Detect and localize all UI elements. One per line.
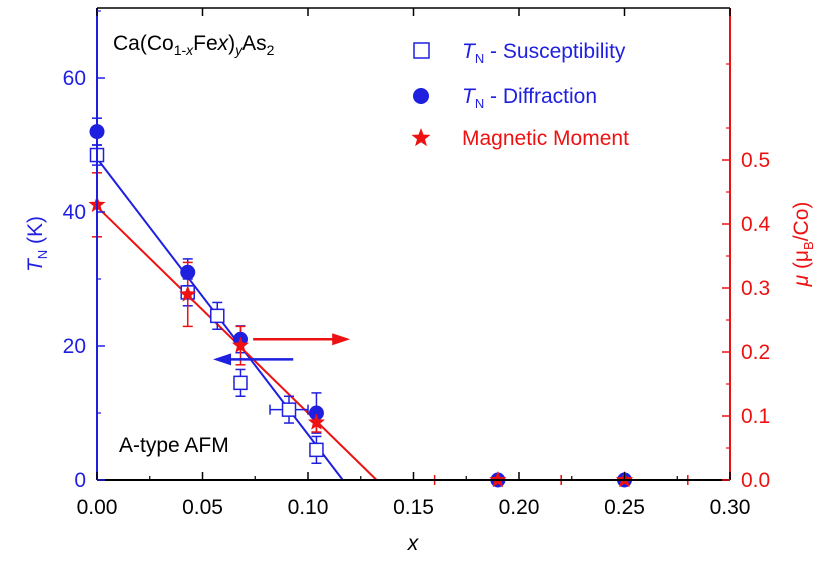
y-right-tick-label: 0.3 [741, 277, 770, 300]
y-left-tick-label: 60 [63, 67, 86, 90]
susceptibility-point [210, 308, 225, 324]
legend-marker-filled-circle [413, 88, 429, 104]
x-tick-label: 0.00 [77, 496, 118, 519]
y-left-axis-title: TN (K) [24, 216, 50, 272]
legend-marker-open-square [413, 42, 430, 59]
y-left-tick-label: 20 [63, 335, 86, 358]
x-tick-label: 0.25 [604, 496, 645, 519]
legend-label-susceptibility: TN - Susceptibility [462, 40, 626, 66]
axis-arrows [213, 333, 351, 366]
y-right-tick-label: 0.2 [741, 341, 770, 364]
y-right-tick-label: 0.4 [741, 213, 771, 236]
afm-annotation: A-type AFM [119, 434, 229, 457]
susceptibility-point [233, 375, 248, 391]
legend-marker-star [411, 128, 431, 147]
y-left-tick-label: 40 [63, 201, 86, 224]
svg-text:TN (K): TN (K) [24, 216, 50, 272]
legend-label-diffraction: TN - Diffraction [462, 85, 597, 111]
diffraction-point [180, 264, 196, 280]
legend-label-moment: Magnetic Moment [462, 127, 629, 150]
y-right-axis-title: μ (μB/Co) [790, 202, 816, 288]
y-right-tick-label: 0.1 [741, 405, 770, 428]
arrow-to-left-axis-head [213, 353, 232, 366]
y-left-tick-label: 0 [74, 469, 86, 492]
chart-title: Ca(Co1-xFex)yAs2 [113, 32, 275, 58]
susceptibility-point [281, 402, 297, 417]
susceptibility-point [309, 442, 324, 458]
x-tick-label: 0.05 [182, 496, 223, 519]
diffraction-point [308, 405, 324, 421]
moment-point [307, 413, 325, 430]
x-tick-label: 0.15 [393, 496, 434, 519]
y-right-tick-label: 0.0 [741, 469, 770, 492]
x-tick-label: 0.10 [288, 496, 329, 519]
moment-point [231, 336, 249, 353]
x-tick-label: 0.30 [710, 496, 751, 519]
legend: TN - Susceptibility TN - Diffraction Mag… [411, 40, 629, 150]
ticks [96, 8, 731, 481]
y-right-tick-label: 0.5 [741, 149, 770, 172]
svg-text:μ (μB/Co): μ (μB/Co) [790, 202, 816, 288]
moment-point [179, 285, 197, 302]
arrow-to-right-axis-head [332, 333, 351, 346]
x-axis-title: x [407, 532, 420, 555]
x-tick-label: 0.20 [499, 496, 540, 519]
tick-labels: 0.00 0.05 0.10 0.15 0.20 0.25 0.30 0 20 40 60 0.0 0.… [63, 67, 771, 519]
